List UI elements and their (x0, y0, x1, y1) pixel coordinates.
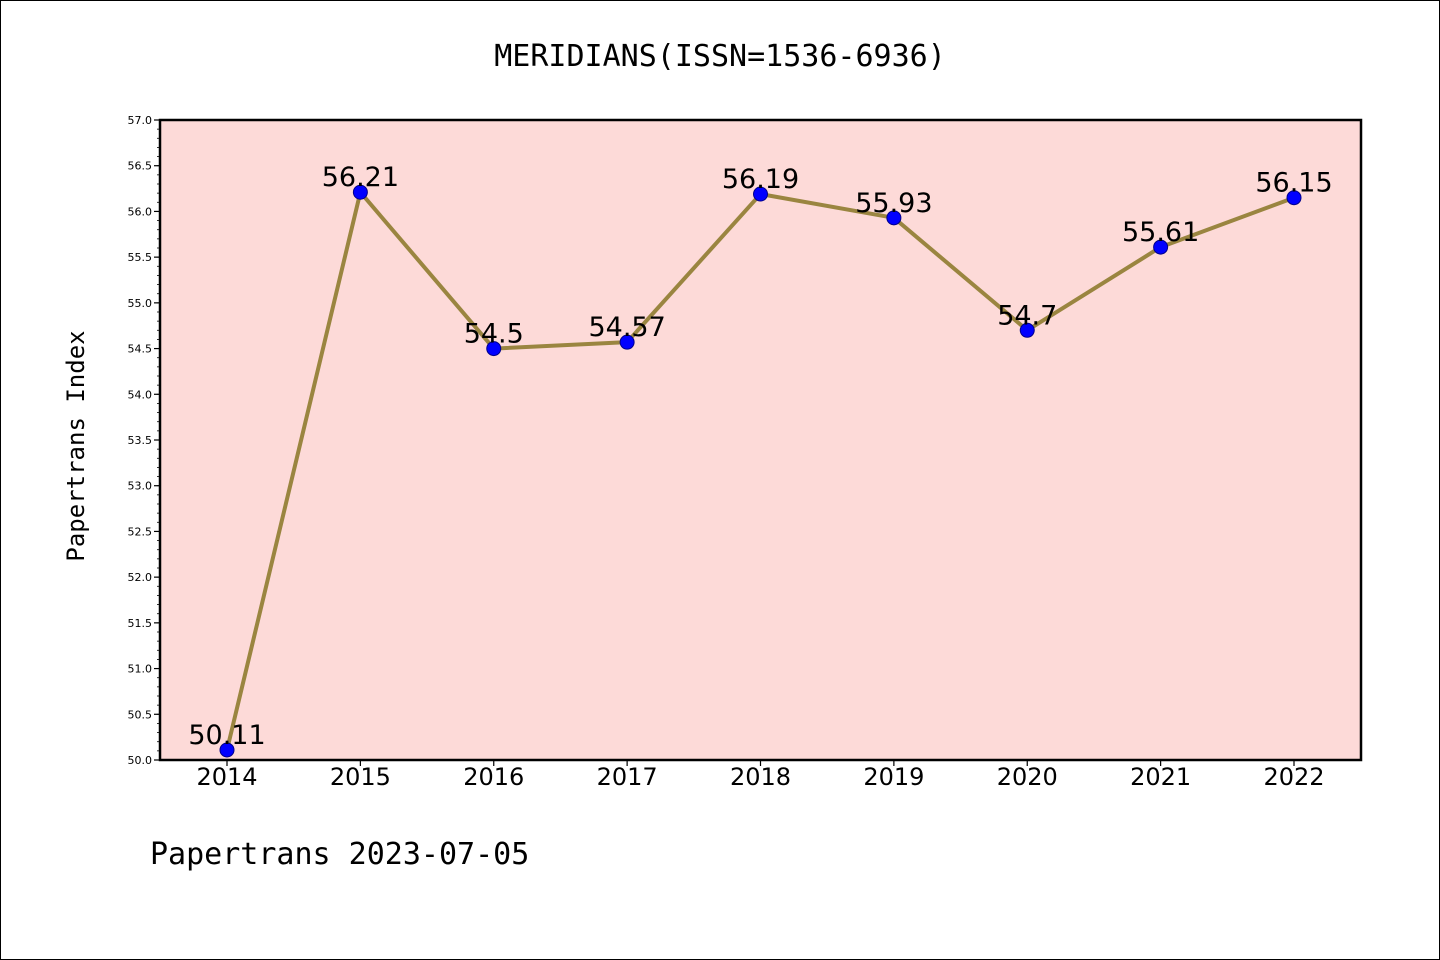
data-point (619, 334, 635, 350)
y-axis: 50.0 50.5 51.0 51.5 52.0 52.5 53.0 53.5 54.0 54.5… (128, 114, 160, 767)
data-point (486, 341, 502, 357)
data-point (1153, 239, 1169, 255)
x-tick-label: 2014 (196, 763, 257, 791)
y-tick-label: 54.0 (128, 388, 153, 401)
y-tick-label: 51.5 (128, 617, 153, 630)
y-tick-label: 57.0 (128, 114, 153, 127)
x-tick-label: 2020 (997, 763, 1058, 791)
y-axis-label: Papertrans Index (62, 330, 90, 561)
y-tick-label: 52.5 (128, 525, 153, 538)
x-axis: 2014 2015 2016 2017 2018 2019 2020 2021 2022 (196, 760, 1325, 791)
data-label: 56.21 (322, 162, 399, 193)
data-labels: 50.11 56.21 54.5 54.57 56.19 55.93 54.7 55.61 56… (188, 162, 1332, 751)
data-point (753, 186, 768, 202)
y-tick-label: 51.0 (128, 663, 153, 676)
data-label: 55.61 (1122, 217, 1199, 248)
y-tick-label: 55.0 (128, 297, 153, 310)
x-tick-label: 2018 (730, 763, 791, 791)
x-tick-label: 2022 (1263, 763, 1324, 791)
y-tick-label: 53.5 (128, 434, 153, 447)
y-tick-label: 53.0 (128, 480, 153, 493)
data-point (1019, 322, 1035, 338)
data-label: 50.11 (188, 720, 265, 751)
x-tick-label: 2016 (463, 763, 524, 791)
x-tick-label: 2021 (1130, 763, 1191, 791)
y-tick-label: 50.0 (128, 754, 153, 767)
data-label: 56.15 (1255, 168, 1332, 199)
x-tick-label: 2015 (330, 763, 391, 791)
data-label: 55.93 (855, 188, 932, 219)
data-points (219, 184, 1302, 758)
plot-area (158, 118, 1363, 762)
data-label: 54.7 (997, 300, 1057, 331)
y-tick-label: 56.5 (128, 160, 153, 173)
y-tick-label: 50.5 (128, 708, 153, 721)
y-tick-label: 54.5 (128, 343, 153, 356)
data-point (219, 742, 235, 758)
chart-title: MERIDIANS(ISSN=1536-6936) (494, 39, 946, 74)
data-label: 56.19 (722, 164, 799, 195)
data-label: 54.5 (464, 319, 524, 350)
y-tick-label: 56.0 (128, 205, 153, 218)
x-tick-label: 2017 (597, 763, 658, 791)
data-point (1286, 190, 1302, 206)
y-tick-label: 55.5 (128, 251, 153, 264)
footer-note: Papertrans 2023-07-05 (150, 837, 529, 872)
data-point (886, 210, 902, 226)
y-tick-label: 52.0 (128, 571, 153, 584)
data-point (352, 184, 368, 200)
data-label: 54.57 (588, 312, 665, 343)
x-tick-label: 2019 (863, 763, 924, 791)
